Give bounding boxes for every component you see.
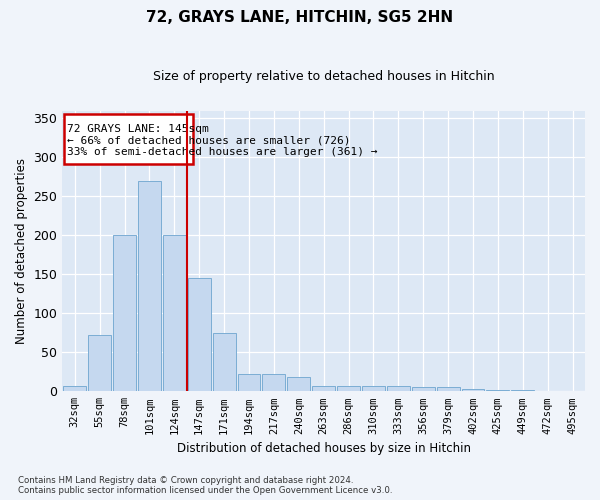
Text: ← 66% of detached houses are smaller (726): ← 66% of detached houses are smaller (72… (67, 136, 351, 145)
Bar (138, 180, 161, 392)
Bar (536, 390, 559, 392)
Text: 72 GRAYS LANE: 145sqm: 72 GRAYS LANE: 145sqm (67, 124, 209, 134)
Bar (287, 378, 310, 392)
Bar (387, 386, 410, 392)
Bar (212, 333, 236, 392)
Bar (461, 389, 484, 392)
Bar (262, 374, 286, 392)
Text: Contains HM Land Registry data © Crown copyright and database right 2024.
Contai: Contains HM Land Registry data © Crown c… (18, 476, 392, 495)
FancyBboxPatch shape (64, 114, 193, 164)
Bar (188, 278, 211, 392)
Bar (337, 386, 360, 392)
Bar (487, 390, 509, 392)
Bar (362, 386, 385, 392)
Bar (113, 236, 136, 392)
Bar (412, 388, 434, 392)
Text: 33% of semi-detached houses are larger (361) →: 33% of semi-detached houses are larger (… (67, 147, 378, 157)
Title: Size of property relative to detached houses in Hitchin: Size of property relative to detached ho… (153, 70, 494, 83)
Bar (511, 390, 534, 392)
Y-axis label: Number of detached properties: Number of detached properties (15, 158, 28, 344)
Text: 72, GRAYS LANE, HITCHIN, SG5 2HN: 72, GRAYS LANE, HITCHIN, SG5 2HN (146, 10, 454, 25)
Bar (88, 335, 111, 392)
Bar (437, 388, 460, 392)
Bar (163, 236, 186, 392)
Bar (561, 390, 584, 392)
Bar (238, 374, 260, 392)
Bar (312, 386, 335, 392)
X-axis label: Distribution of detached houses by size in Hitchin: Distribution of detached houses by size … (176, 442, 470, 455)
Bar (63, 386, 86, 392)
